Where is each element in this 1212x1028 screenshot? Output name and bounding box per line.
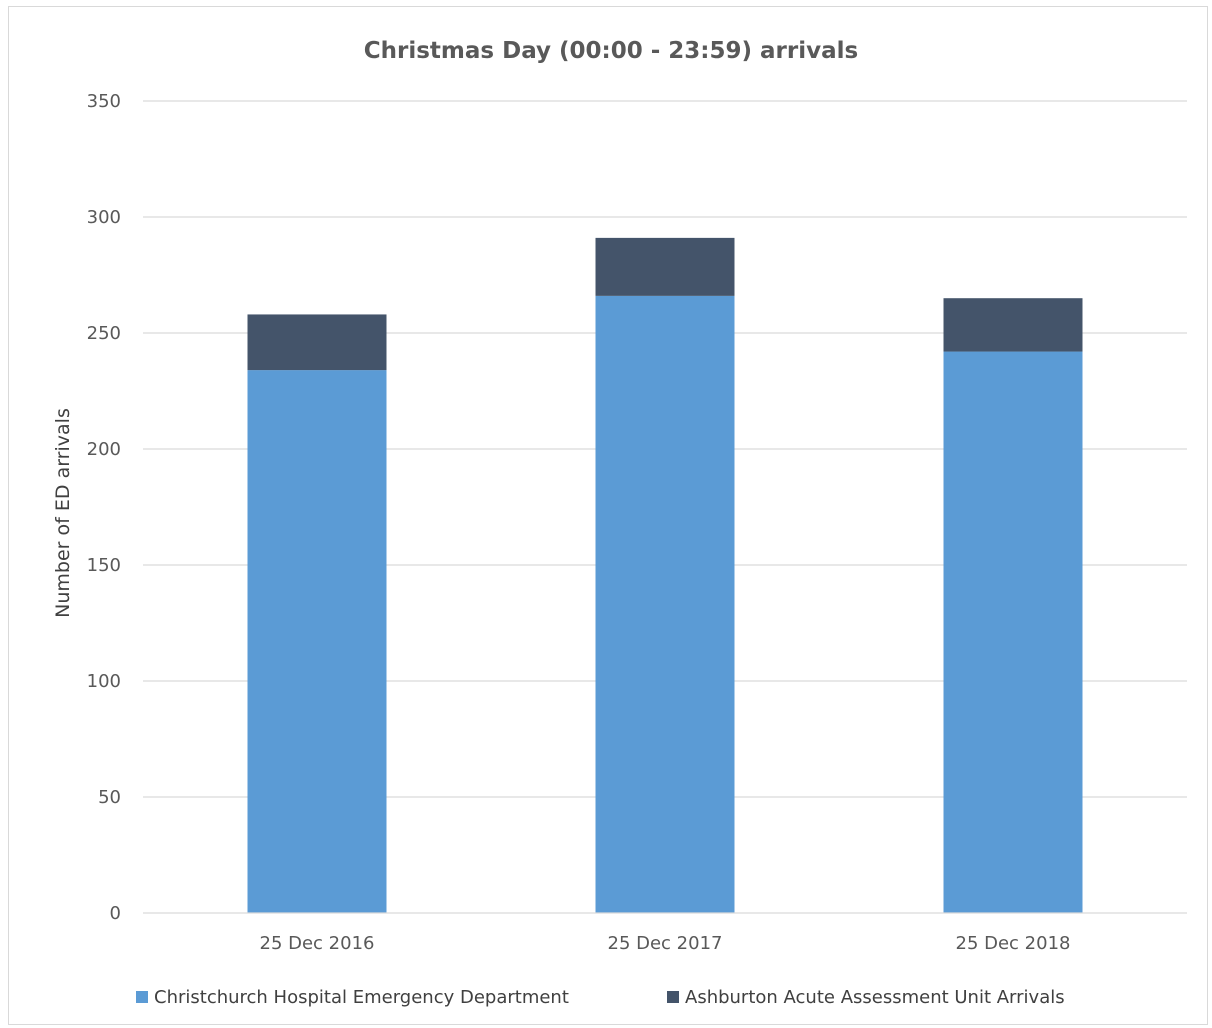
legend-label: Christchurch Hospital Emergency Departme…: [154, 987, 569, 1008]
y-tick-label: 350: [87, 91, 121, 112]
bar-ashburton-0: [247, 314, 387, 371]
x-tick-label: 25 Dec 2018: [956, 933, 1071, 954]
y-tick-label: 150: [87, 555, 121, 576]
stacked-bar-chart: Christmas Day (00:00 - 23:59) arrivals 0…: [52, 38, 1187, 1008]
y-tick-label: 300: [87, 207, 121, 228]
chart-frame: Christmas Day (00:00 - 23:59) arrivals 0…: [8, 6, 1208, 1025]
bars: [247, 237, 1083, 913]
x-tick-label: 25 Dec 2016: [260, 933, 375, 954]
bar-ashburton-1: [595, 237, 735, 296]
bar-ashburton-2: [943, 298, 1083, 352]
legend-swatch: [136, 991, 148, 1003]
y-tick-label: 100: [87, 671, 121, 692]
y-axis-ticks: 0 50 100 150 200 250 300 350: [87, 91, 121, 924]
y-tick-label: 0: [110, 903, 121, 924]
legend-label: Ashburton Acute Assessment Unit Arrivals: [685, 987, 1065, 1008]
y-tick-label: 200: [87, 439, 121, 460]
y-tick-label: 50: [98, 787, 121, 808]
chart-title: Christmas Day (00:00 - 23:59) arrivals: [364, 38, 858, 64]
y-tick-label: 250: [87, 323, 121, 344]
x-axis-ticks: 25 Dec 2016 25 Dec 2017 25 Dec 2018: [260, 933, 1071, 954]
legend: Christchurch Hospital Emergency Departme…: [136, 987, 1065, 1008]
x-tick-label: 25 Dec 2017: [608, 933, 723, 954]
legend-swatch: [667, 991, 679, 1003]
y-axis-title: Number of ED arrivals: [52, 408, 74, 618]
bar-christchurch-1: [595, 295, 735, 913]
bar-christchurch-0: [247, 370, 387, 913]
bar-christchurch-2: [943, 351, 1083, 913]
